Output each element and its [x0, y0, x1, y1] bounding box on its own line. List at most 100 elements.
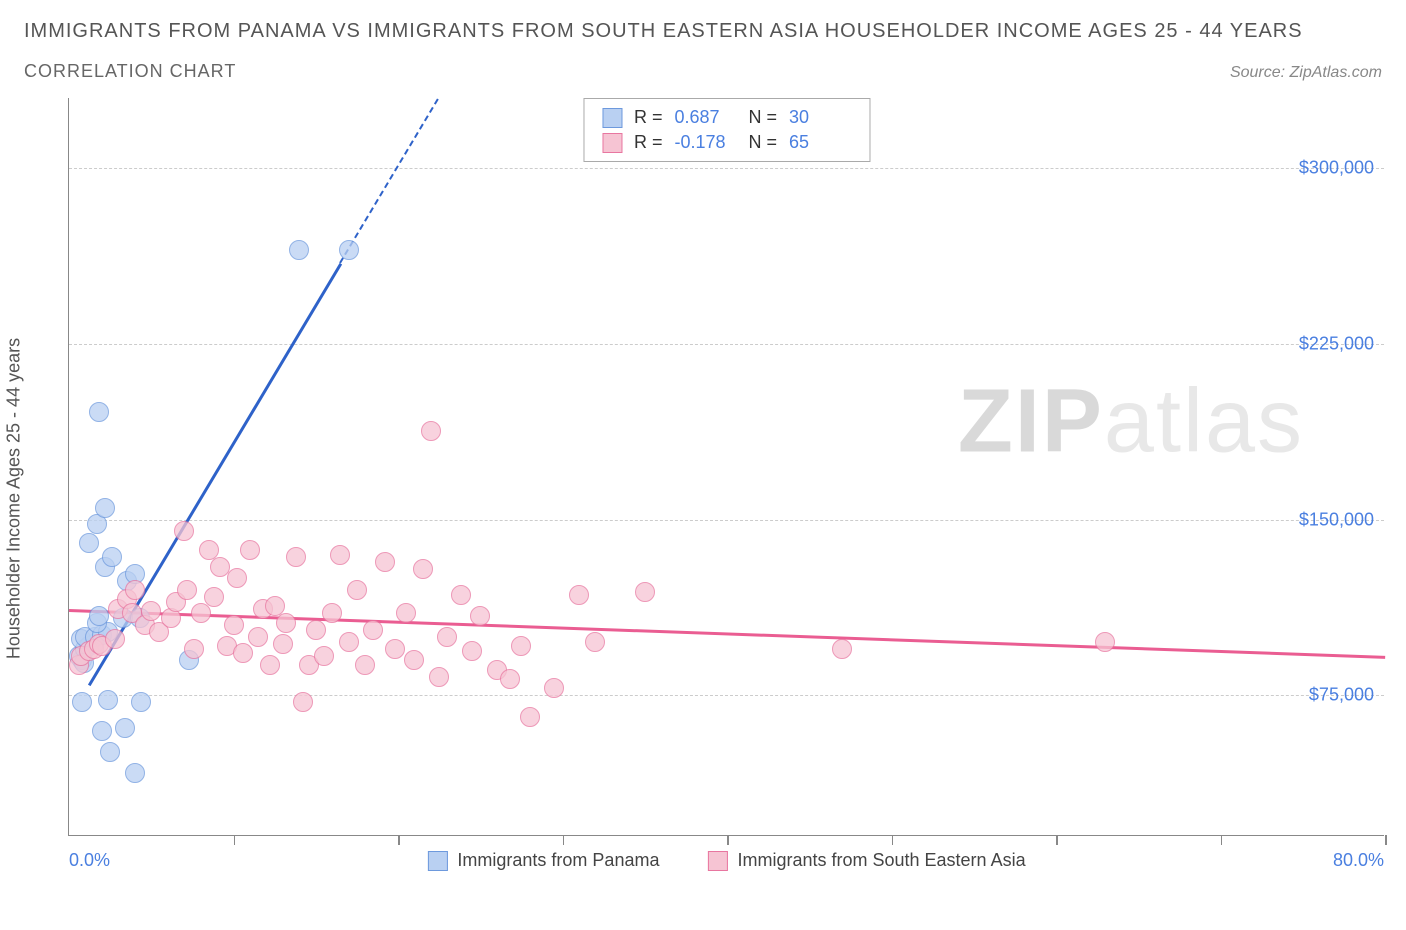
data-point-se_asia [544, 678, 564, 698]
data-point-se_asia [227, 568, 247, 588]
data-point-se_asia [177, 580, 197, 600]
data-point-se_asia [635, 582, 655, 602]
data-point-se_asia [832, 639, 852, 659]
gridline [69, 344, 1384, 345]
stat-n-label: N = [749, 107, 778, 128]
source-attribution: Source: ZipAtlas.com [1230, 64, 1382, 82]
data-point-se_asia [363, 620, 383, 640]
data-point-se_asia [191, 603, 211, 623]
legend: Immigrants from Panama Immigrants from So… [427, 850, 1025, 871]
y-tick-label: $75,000 [1309, 685, 1374, 706]
data-point-se_asia [347, 580, 367, 600]
stats-row-panama: R = 0.687 N = 30 [602, 105, 851, 130]
chart-title: IMMIGRANTS FROM PANAMA VS IMMIGRANTS FRO… [24, 20, 1382, 43]
chart-subtitle: CORRELATION CHART [24, 61, 236, 82]
data-point-se_asia [306, 620, 326, 640]
x-axis-min-label: 0.0% [69, 850, 110, 871]
data-point-se_asia [276, 613, 296, 633]
data-point-se_asia [125, 580, 145, 600]
y-tick-label: $225,000 [1299, 334, 1374, 355]
data-point-se_asia [314, 646, 334, 666]
data-point-se_asia [500, 669, 520, 689]
data-point-panama [125, 763, 145, 783]
data-point-se_asia [293, 692, 313, 712]
data-point-panama [115, 718, 135, 738]
data-point-se_asia [105, 629, 125, 649]
stat-r-label: R = [634, 132, 663, 153]
data-point-se_asia [413, 559, 433, 579]
data-point-se_asia [396, 603, 416, 623]
data-point-se_asia [184, 639, 204, 659]
correlation-stats-box: R = 0.687 N = 30R = -0.178 N = 65 [583, 98, 870, 162]
data-point-se_asia [511, 636, 531, 656]
data-point-se_asia [1095, 632, 1115, 652]
x-tick [1056, 835, 1058, 845]
stats-row-se_asia: R =-0.178N =65 [602, 130, 851, 155]
data-point-se_asia [174, 521, 194, 541]
legend-label: Immigrants from Panama [457, 850, 659, 871]
data-point-se_asia [404, 650, 424, 670]
data-point-panama [100, 742, 120, 762]
legend-item-panama: Immigrants from Panama [427, 850, 659, 871]
data-point-se_asia [585, 632, 605, 652]
x-tick [892, 835, 894, 845]
x-tick [1385, 835, 1387, 845]
x-tick [398, 835, 400, 845]
subtitle-row: CORRELATION CHART Source: ZipAtlas.com [24, 61, 1382, 82]
data-point-se_asia [375, 552, 395, 572]
x-tick [563, 835, 565, 845]
legend-swatch-se_asia [707, 851, 727, 871]
data-point-se_asia [421, 421, 441, 441]
y-axis-label: Householder Income Ages 25 - 44 years [4, 338, 25, 659]
gridline [69, 695, 1384, 696]
data-point-panama [102, 547, 122, 567]
data-point-se_asia [330, 545, 350, 565]
data-point-panama [89, 402, 109, 422]
data-point-se_asia [462, 641, 482, 661]
data-point-se_asia [224, 615, 244, 635]
y-tick-label: $150,000 [1299, 509, 1374, 530]
data-point-panama [79, 533, 99, 553]
gridline [69, 168, 1384, 169]
data-point-se_asia [385, 639, 405, 659]
data-point-se_asia [437, 627, 457, 647]
data-point-se_asia [233, 643, 253, 663]
legend-item-se_asia: Immigrants from South Eastern Asia [707, 850, 1025, 871]
watermark: ZIPatlas [958, 371, 1304, 474]
stat-r-value: -0.178 [675, 132, 737, 153]
data-point-panama [92, 721, 112, 741]
watermark-zip: ZIP [958, 372, 1104, 472]
plot-region: ZIPatlas R =0.687N =30R =-0.178N =65 0.0… [68, 98, 1384, 836]
data-point-se_asia [520, 707, 540, 727]
data-point-panama [339, 240, 359, 260]
data-point-se_asia [322, 603, 342, 623]
data-point-se_asia [240, 540, 260, 560]
data-point-panama [131, 692, 151, 712]
data-point-se_asia [355, 655, 375, 675]
data-point-se_asia [260, 655, 280, 675]
x-tick [727, 835, 729, 845]
data-point-panama [95, 498, 115, 518]
stat-n-value: 30 [789, 107, 851, 128]
data-point-se_asia [204, 587, 224, 607]
data-point-se_asia [141, 601, 161, 621]
data-point-se_asia [248, 627, 268, 647]
data-point-se_asia [429, 667, 449, 687]
chart-area: Householder Income Ages 25 - 44 years ZI… [50, 98, 1384, 878]
legend-swatch-panama [427, 851, 447, 871]
stat-n-value: 65 [789, 132, 851, 153]
data-point-panama [289, 240, 309, 260]
trend-line-dashed-panama [340, 98, 440, 263]
stat-r-value: 0.687 [675, 107, 737, 128]
data-point-panama [72, 692, 92, 712]
legend-label: Immigrants from South Eastern Asia [737, 850, 1025, 871]
stat-r-label: R = [634, 107, 663, 128]
watermark-atlas: atlas [1104, 372, 1304, 472]
data-point-panama [89, 606, 109, 626]
data-point-se_asia [470, 606, 490, 626]
data-point-se_asia [273, 634, 293, 654]
swatch-se_asia [602, 133, 622, 153]
data-point-se_asia [569, 585, 589, 605]
data-point-se_asia [451, 585, 471, 605]
data-point-se_asia [339, 632, 359, 652]
